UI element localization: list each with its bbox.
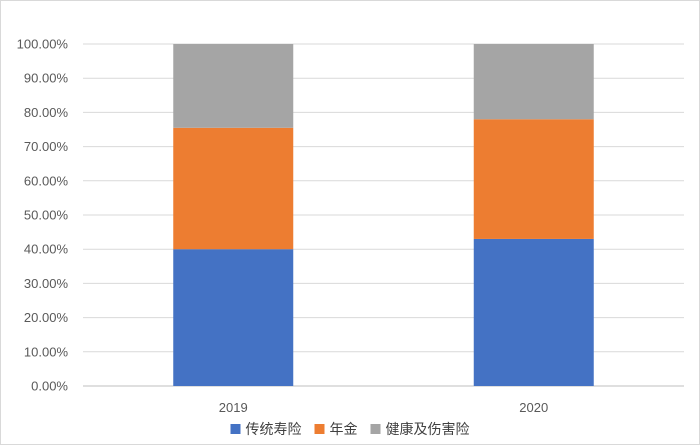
x-tick-label: 2019 xyxy=(219,400,248,415)
y-tick-label: 10.00% xyxy=(24,344,69,359)
x-tick-label: 2020 xyxy=(519,400,548,415)
bar-segment xyxy=(473,44,594,120)
legend-swatch xyxy=(230,424,241,434)
x-axis-tick-labels: 2019 2020 xyxy=(219,400,548,415)
bar-segment xyxy=(473,119,594,239)
legend-label: 传统寿险 xyxy=(246,421,302,438)
legend-swatch xyxy=(314,424,325,434)
y-tick-label: 100.00% xyxy=(17,37,69,52)
y-axis-tick-labels: 0.00% 10.00% 20.00% 30.00% 40.00% 50.00% 60.00… xyxy=(17,37,69,394)
legend-swatch xyxy=(370,424,381,434)
bar-segment xyxy=(473,238,594,386)
y-tick-label: 40.00% xyxy=(24,242,69,257)
legend-label: 年金 xyxy=(330,422,358,438)
y-tick-label: 20.00% xyxy=(24,310,69,325)
bar-segment xyxy=(173,249,294,386)
bars xyxy=(173,44,594,386)
y-tick-label: 70.00% xyxy=(24,139,69,154)
legend-label: 健康及伤害险 xyxy=(386,421,470,438)
y-tick-label: 0.00% xyxy=(31,379,68,394)
bar-segment xyxy=(173,127,294,250)
bar-segment xyxy=(173,44,294,128)
y-tick-label: 60.00% xyxy=(24,173,69,188)
y-tick-label: 30.00% xyxy=(24,276,69,291)
y-tick-label: 80.00% xyxy=(24,105,69,120)
y-tick-label: 50.00% xyxy=(24,208,69,223)
gridlines xyxy=(83,43,684,387)
legend: 传统寿险 年金 健康及伤害险 xyxy=(230,421,470,438)
y-tick-label: 90.00% xyxy=(24,71,69,86)
